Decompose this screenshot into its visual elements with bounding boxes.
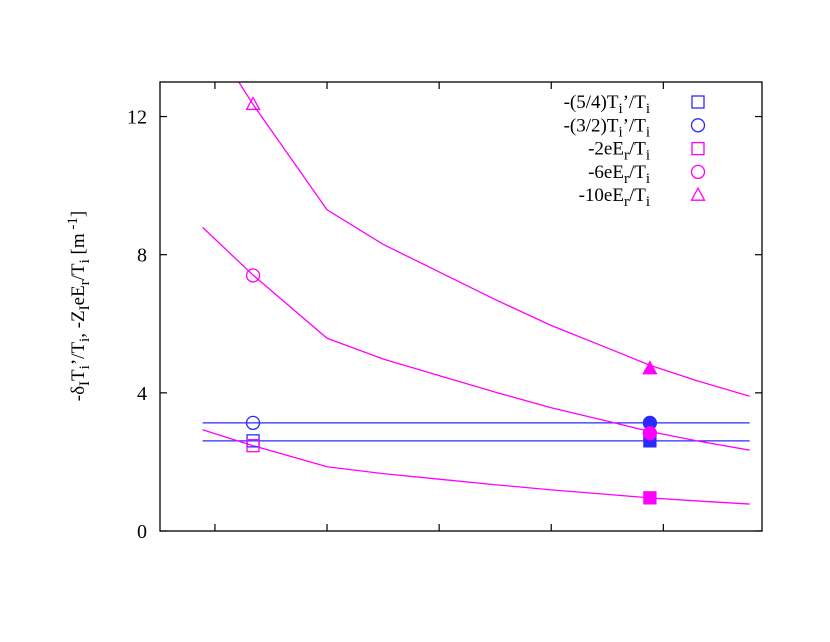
- subscript: i: [646, 124, 650, 140]
- legend-label: -2eEr/Ti: [588, 139, 650, 164]
- legend-marker-square: [691, 95, 705, 109]
- y-tick-label: 8: [137, 245, 147, 267]
- subscript: r: [624, 148, 629, 164]
- y-tick-label: 0: [137, 521, 147, 543]
- legend: -(5/4)Ti’/Ti-(3/2)Ti’/Ti-2eEr/Ti-6eEr/Ti…: [564, 92, 706, 210]
- subscript: i: [77, 338, 93, 342]
- superscript: -1: [65, 217, 81, 233]
- legend-marker-triangle: [690, 186, 706, 201]
- text-part: ’/T: [623, 115, 647, 136]
- data-point-circle: [245, 415, 261, 431]
- text-part: /T: [629, 185, 646, 206]
- data-markers: [245, 96, 658, 505]
- subscript: i: [618, 101, 622, 117]
- text-part: -(5/4)T: [564, 92, 619, 113]
- text-part: ’/T: [68, 342, 89, 366]
- data-point-circle: [245, 268, 261, 283]
- series-line: [202, 226, 750, 451]
- legend-marker-circle: [690, 164, 706, 180]
- y-axis-label: -δITi’/Ti, -ZIeEr/Ti [m -1]: [65, 211, 93, 401]
- subscript: i: [77, 365, 93, 369]
- text-part: -10eE: [579, 185, 624, 206]
- series-line: [238, 82, 750, 397]
- y-tick-label: 12: [127, 107, 147, 129]
- subscript: I: [77, 305, 93, 310]
- plot-frame: [159, 81, 763, 532]
- text-part: /T: [629, 162, 646, 183]
- series-lines: [202, 82, 750, 505]
- text-part: -(3/2)T: [564, 115, 619, 136]
- legend-marker-circle: [690, 118, 706, 133]
- text-part: -2eE: [588, 139, 624, 160]
- text-part: , -Z: [68, 310, 89, 337]
- text-part: ’/T: [623, 92, 647, 113]
- legend-label: -6eEr/Ti: [588, 162, 650, 187]
- series-line: [202, 429, 750, 505]
- subscript: i: [646, 194, 650, 210]
- subscript: r: [624, 171, 629, 187]
- data-point-square: [643, 491, 657, 505]
- text-part: eE: [68, 285, 89, 305]
- legend-label: -(5/4)Ti’/Ti: [564, 92, 650, 117]
- subscript: I: [77, 381, 93, 386]
- axis-ticks: 0 4 8 12: [127, 82, 762, 543]
- data-point-triangle: [245, 96, 261, 111]
- text-part: T: [68, 369, 89, 381]
- text-part: -6eE: [588, 162, 624, 183]
- subscript: i: [646, 148, 650, 164]
- data-point-circle: [642, 426, 658, 441]
- legend-marker-square: [691, 141, 705, 156]
- text-part: ]: [68, 211, 89, 217]
- subscript: i: [77, 259, 93, 263]
- subscript: r: [77, 280, 93, 285]
- subscript: i: [646, 101, 650, 117]
- text-part: /T: [629, 139, 646, 160]
- subscript: i: [618, 124, 622, 140]
- legend-label: -(3/2)Ti’/Ti: [564, 115, 650, 140]
- subscript: r: [624, 194, 629, 210]
- text-part: [m: [68, 233, 89, 259]
- text-part: -δ: [68, 386, 89, 401]
- text-part: /T: [68, 263, 89, 280]
- data-point-square: [246, 439, 260, 453]
- subscript: i: [646, 171, 650, 187]
- data-point-triangle: [642, 360, 658, 375]
- y-tick-label: 4: [137, 383, 147, 405]
- legend-label: -10eEr/Ti: [579, 185, 650, 210]
